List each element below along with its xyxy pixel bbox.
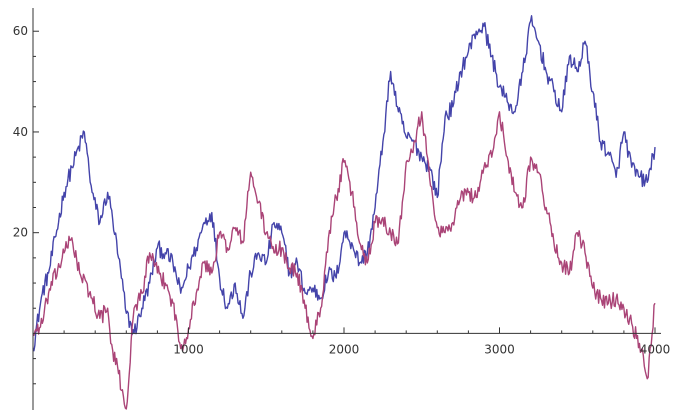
x-tick-label: 3000 (484, 342, 515, 356)
y-tick-label: 40 (13, 125, 28, 139)
axis-layer (32, 8, 661, 410)
tick-layer: 1000 2000 3000 4000 20 40 60 (13, 24, 671, 385)
x-tick-label: 2000 (329, 342, 360, 356)
x-tick-label: 1000 (173, 342, 204, 356)
y-tick-label: 60 (13, 24, 28, 38)
series-line-2 (32, 111, 656, 410)
x-tick-label: 4000 (640, 342, 671, 356)
series-line-1 (32, 15, 656, 352)
y-tick-label: 20 (13, 226, 28, 240)
series-layer (32, 15, 656, 410)
